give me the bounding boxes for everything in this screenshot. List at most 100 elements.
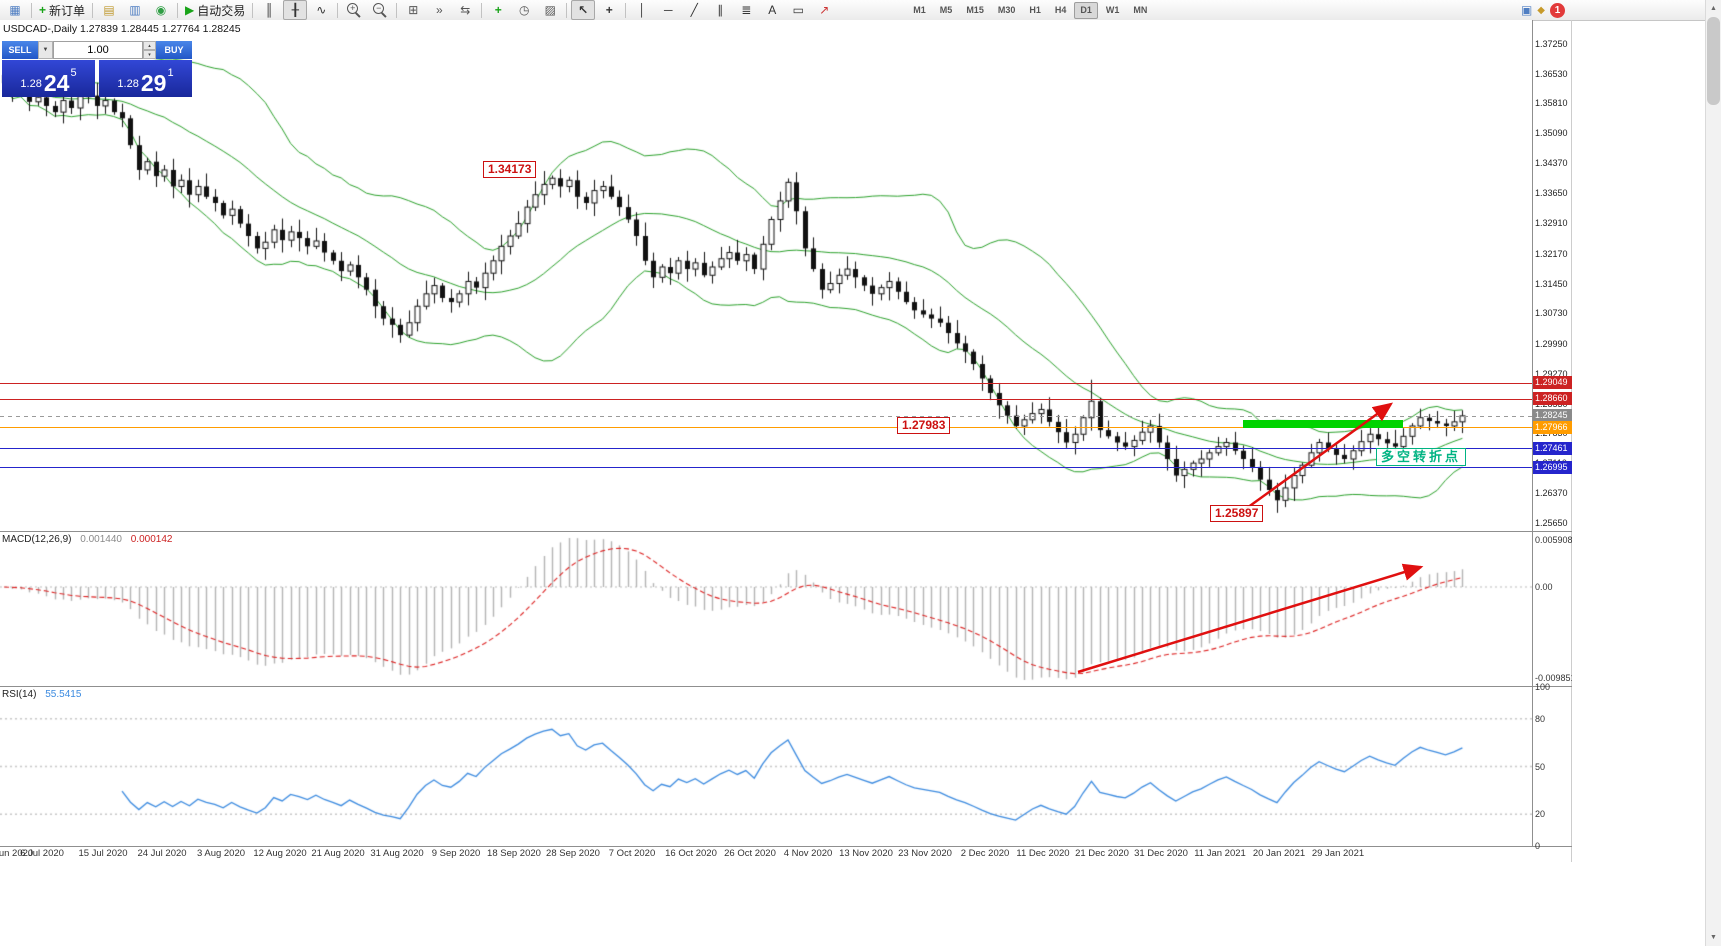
date-label: 24 Jul 2020 — [137, 848, 187, 859]
rsi-value: 55.5415 — [45, 689, 82, 700]
date-label: 16 Oct 2020 — [665, 848, 717, 859]
chart-annotation-4[interactable]: 多空转折点 — [1376, 448, 1467, 466]
date-label: 26 Oct 2020 — [724, 848, 776, 859]
date-label: 2 Dec 2020 — [960, 848, 1010, 859]
date-label: 7 Oct 2020 — [608, 848, 656, 859]
zoom-out-icon[interactable]: − — [368, 0, 392, 20]
toolbar-separator — [31, 2, 32, 18]
pane-separator-macd[interactable] — [0, 531, 1572, 532]
price-tag-1.26995: 1.26995 — [1533, 460, 1572, 474]
price-tick-label: 1.35090 — [1535, 128, 1568, 139]
timeframe-h4[interactable]: H4 — [1054, 5, 1067, 15]
chart-annotation-2[interactable]: 1.27983 — [897, 417, 951, 434]
horizontal-line-1.28660[interactable] — [0, 398, 1532, 400]
timeframe-m15[interactable]: M15 — [966, 5, 984, 15]
toolbar: ▦ + 新订单 ▤ ▥ ◉ ▶ 自动交易 ║ ╂ ∿ + − ⊞» ⇆ + ◷ ▨ ↖ + │ ─ ╱ ∥ ≣ A ▭ ↗ M1 M5 M1… — [0, 0, 1705, 21]
price-tag-1.29049: 1.29049 — [1533, 376, 1572, 390]
data-window-icon[interactable]: ▥ — [129, 3, 141, 17]
price-tick-label: 1.26370 — [1535, 488, 1568, 499]
new-order-button[interactable]: + 新订单 — [39, 3, 86, 18]
date-label: 3 Aug 2020 — [196, 848, 246, 859]
tile-windows-icon[interactable]: ⊞ — [408, 3, 419, 17]
timeframe-w1[interactable]: W1 — [1105, 5, 1120, 15]
fibonacci-icon[interactable]: ≣ — [741, 3, 752, 17]
zoom-in-icon[interactable]: + — [342, 0, 366, 20]
auto-scroll-icon[interactable]: » — [435, 3, 443, 17]
toolbar-separator — [396, 2, 398, 18]
line-chart-icon[interactable]: ∿ — [316, 3, 327, 17]
time-axis[interactable]: un 2020 6 Jul 2020 15 Jul 2020 24 Jul 2020 3… — [0, 848, 1532, 862]
volume-step-up-icon[interactable]: ▴ — [143, 41, 156, 50]
volume-input[interactable] — [53, 41, 143, 59]
one-click-trading-panel: SELL ▼ ▴ ▾ BUY 1.28 24 5 1.28 29 1 — [2, 41, 192, 97]
price-tick-label: 1.33650 — [1535, 187, 1568, 198]
sell-price-button[interactable]: 1.28 24 5 — [2, 60, 95, 97]
periods-icon[interactable]: ◷ — [519, 3, 530, 17]
indicators-icon[interactable]: + — [494, 3, 502, 17]
toolbar-misc-icon-2[interactable]: ◆ — [1537, 4, 1545, 16]
price-tick-label: 1.30730 — [1535, 308, 1568, 319]
toolbar-separator — [92, 2, 94, 18]
timeframe-mn[interactable]: MN — [1133, 5, 1148, 15]
chart-annotation-3[interactable]: 1.25897 — [1210, 505, 1264, 522]
horizontal-line-1.28245[interactable] — [0, 415, 1532, 417]
rsi-scale-label: 0 — [1535, 841, 1541, 851]
arrows-icon[interactable]: ↗ — [819, 3, 830, 17]
horizontal-line-1.29049[interactable] — [0, 382, 1532, 384]
channel-icon[interactable]: ∥ — [717, 3, 724, 17]
price-scale-border — [1532, 20, 1533, 846]
candlestick-chart-icon[interactable]: ╂ — [283, 0, 308, 20]
scrollbar-up-icon[interactable]: ▲ — [1710, 5, 1717, 12]
shapes-icon[interactable]: ▭ — [792, 3, 804, 17]
rsi-scale-label: 80 — [1535, 713, 1546, 724]
crosshair-icon[interactable]: + — [605, 3, 613, 17]
text-icon[interactable]: A — [768, 3, 777, 17]
trendline-icon[interactable]: ╱ — [690, 3, 698, 17]
timeframe-m1[interactable]: M1 — [913, 5, 926, 15]
vertical-scrollbar[interactable]: ▲ ▼ — [1705, 0, 1721, 946]
cursor-icon[interactable]: ↖ — [571, 0, 596, 20]
macd-name: MACD(12,26,9) — [2, 534, 72, 545]
volume-step-down-icon[interactable]: ▾ — [143, 50, 156, 59]
chart-window: USDCAD-,Daily 1.27839 1.28445 1.27764 1.… — [0, 20, 1572, 862]
price-tick-label: 1.29990 — [1535, 338, 1568, 349]
date-label: 12 Aug 2020 — [253, 848, 307, 859]
timeframe-m30[interactable]: M30 — [997, 5, 1016, 15]
date-label: 13 Nov 2020 — [839, 848, 893, 859]
new-chart-icon[interactable]: ▦ — [9, 3, 21, 17]
timeframe-d1[interactable]: D1 — [1074, 1, 1098, 19]
chart-annotation-1[interactable]: 1.34173 — [483, 161, 537, 178]
pane-separator-rsi[interactable] — [0, 686, 1572, 687]
volume-dropdown-icon[interactable]: ▼ — [38, 41, 53, 59]
macd-scale-label: -0.009851 — [1535, 673, 1572, 683]
macd-scale-label: 0.005908 — [1535, 535, 1572, 545]
horizontal-line-1.27461[interactable] — [0, 448, 1532, 450]
price-tag-1.27461: 1.27461 — [1533, 441, 1572, 455]
horizontal-line-1.27966[interactable] — [0, 427, 1532, 429]
price-chart-canvas[interactable] — [0, 20, 1532, 846]
market-watch-icon[interactable]: ▤ — [103, 3, 115, 17]
bars-chart-icon[interactable]: ║ — [265, 3, 274, 17]
timeframe-m5[interactable]: M5 — [939, 5, 953, 15]
price-tick-label: 1.25650 — [1535, 518, 1568, 529]
volume-stepper[interactable]: ▴ ▾ — [143, 41, 156, 59]
horizontal-line-1.26995[interactable] — [0, 467, 1532, 469]
date-label: 21 Dec 2020 — [1075, 848, 1129, 859]
chart-shift-icon[interactable]: ⇆ — [460, 3, 471, 17]
scrollbar-down-icon[interactable]: ▼ — [1710, 934, 1717, 941]
notification-badge[interactable]: 1 — [1550, 2, 1565, 18]
buy-button-small[interactable]: BUY — [156, 41, 192, 59]
sell-button-small[interactable]: SELL — [2, 41, 38, 59]
timeframe-h1[interactable]: H1 — [1029, 5, 1041, 15]
templates-icon[interactable]: ▨ — [544, 3, 556, 17]
date-label: 18 Sep 2020 — [487, 848, 541, 859]
buy-price-button[interactable]: 1.28 29 1 — [99, 60, 192, 97]
support-zone-bar[interactable] — [1243, 420, 1403, 428]
navigator-icon[interactable]: ◉ — [155, 3, 167, 17]
autotrading-button[interactable]: ▶ 自动交易 — [185, 3, 246, 18]
timeframe-toolbar: M1 M5 M15 M30 H1 H4 D1 W1 MN — [907, 1, 1153, 19]
vertical-line-icon[interactable]: │ — [638, 3, 647, 17]
toolbar-misc-icon-1[interactable]: ▣ — [1520, 3, 1533, 17]
horizontal-line-icon[interactable]: ─ — [664, 3, 673, 17]
scrollbar-thumb[interactable] — [1707, 17, 1720, 105]
